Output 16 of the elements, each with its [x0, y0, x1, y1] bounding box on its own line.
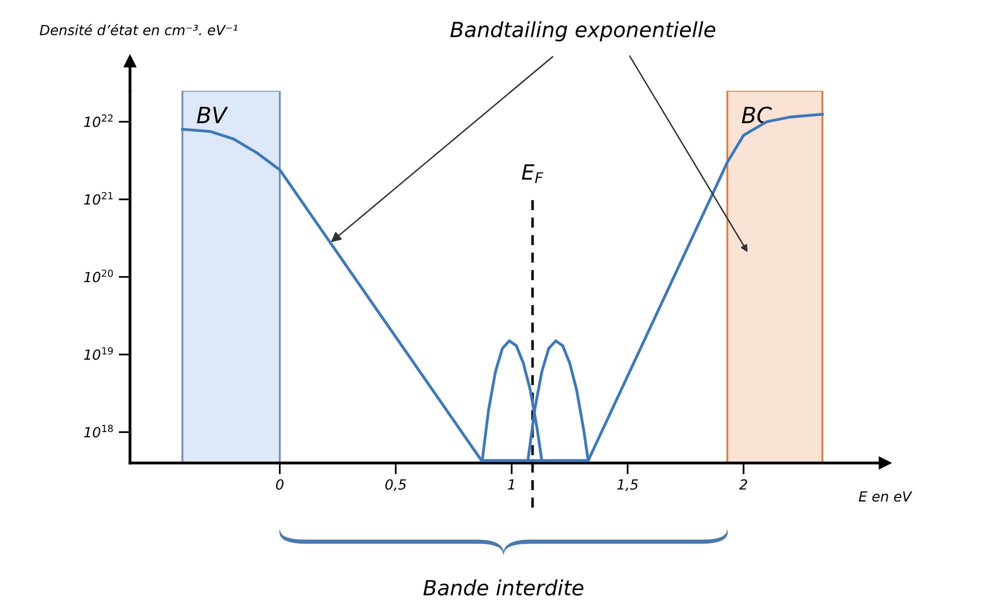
y-axis-title: Densité d’état en cm⁻³. eV⁻¹ — [40, 24, 238, 36]
x-tick-label: 0 — [276, 479, 284, 490]
x-axis-title: E en eV — [858, 491, 912, 502]
y-tick-label: 10$^{20}$ — [84, 270, 113, 282]
y-tick-label: 10$^{22}$ — [84, 114, 113, 128]
annotation: Bandtailing exponentielle — [450, 21, 716, 42]
text: Bande interdite — [423, 579, 584, 596]
x-tick-label: 1,5 — [617, 479, 638, 492]
x-tick-label: 1 — [508, 479, 514, 490]
y-tick-label: 10$^{21}$ — [84, 192, 113, 205]
x-tick-label: 0,5 — [385, 479, 406, 492]
band-label: BV — [196, 106, 228, 124]
x-tick-label: 2 — [739, 479, 748, 490]
y-tick-label: 10$^{18}$ — [84, 424, 113, 438]
y-tick-label: 10$^{19}$ — [84, 347, 113, 360]
ref-line-label: E$_{F}$ — [522, 164, 544, 183]
